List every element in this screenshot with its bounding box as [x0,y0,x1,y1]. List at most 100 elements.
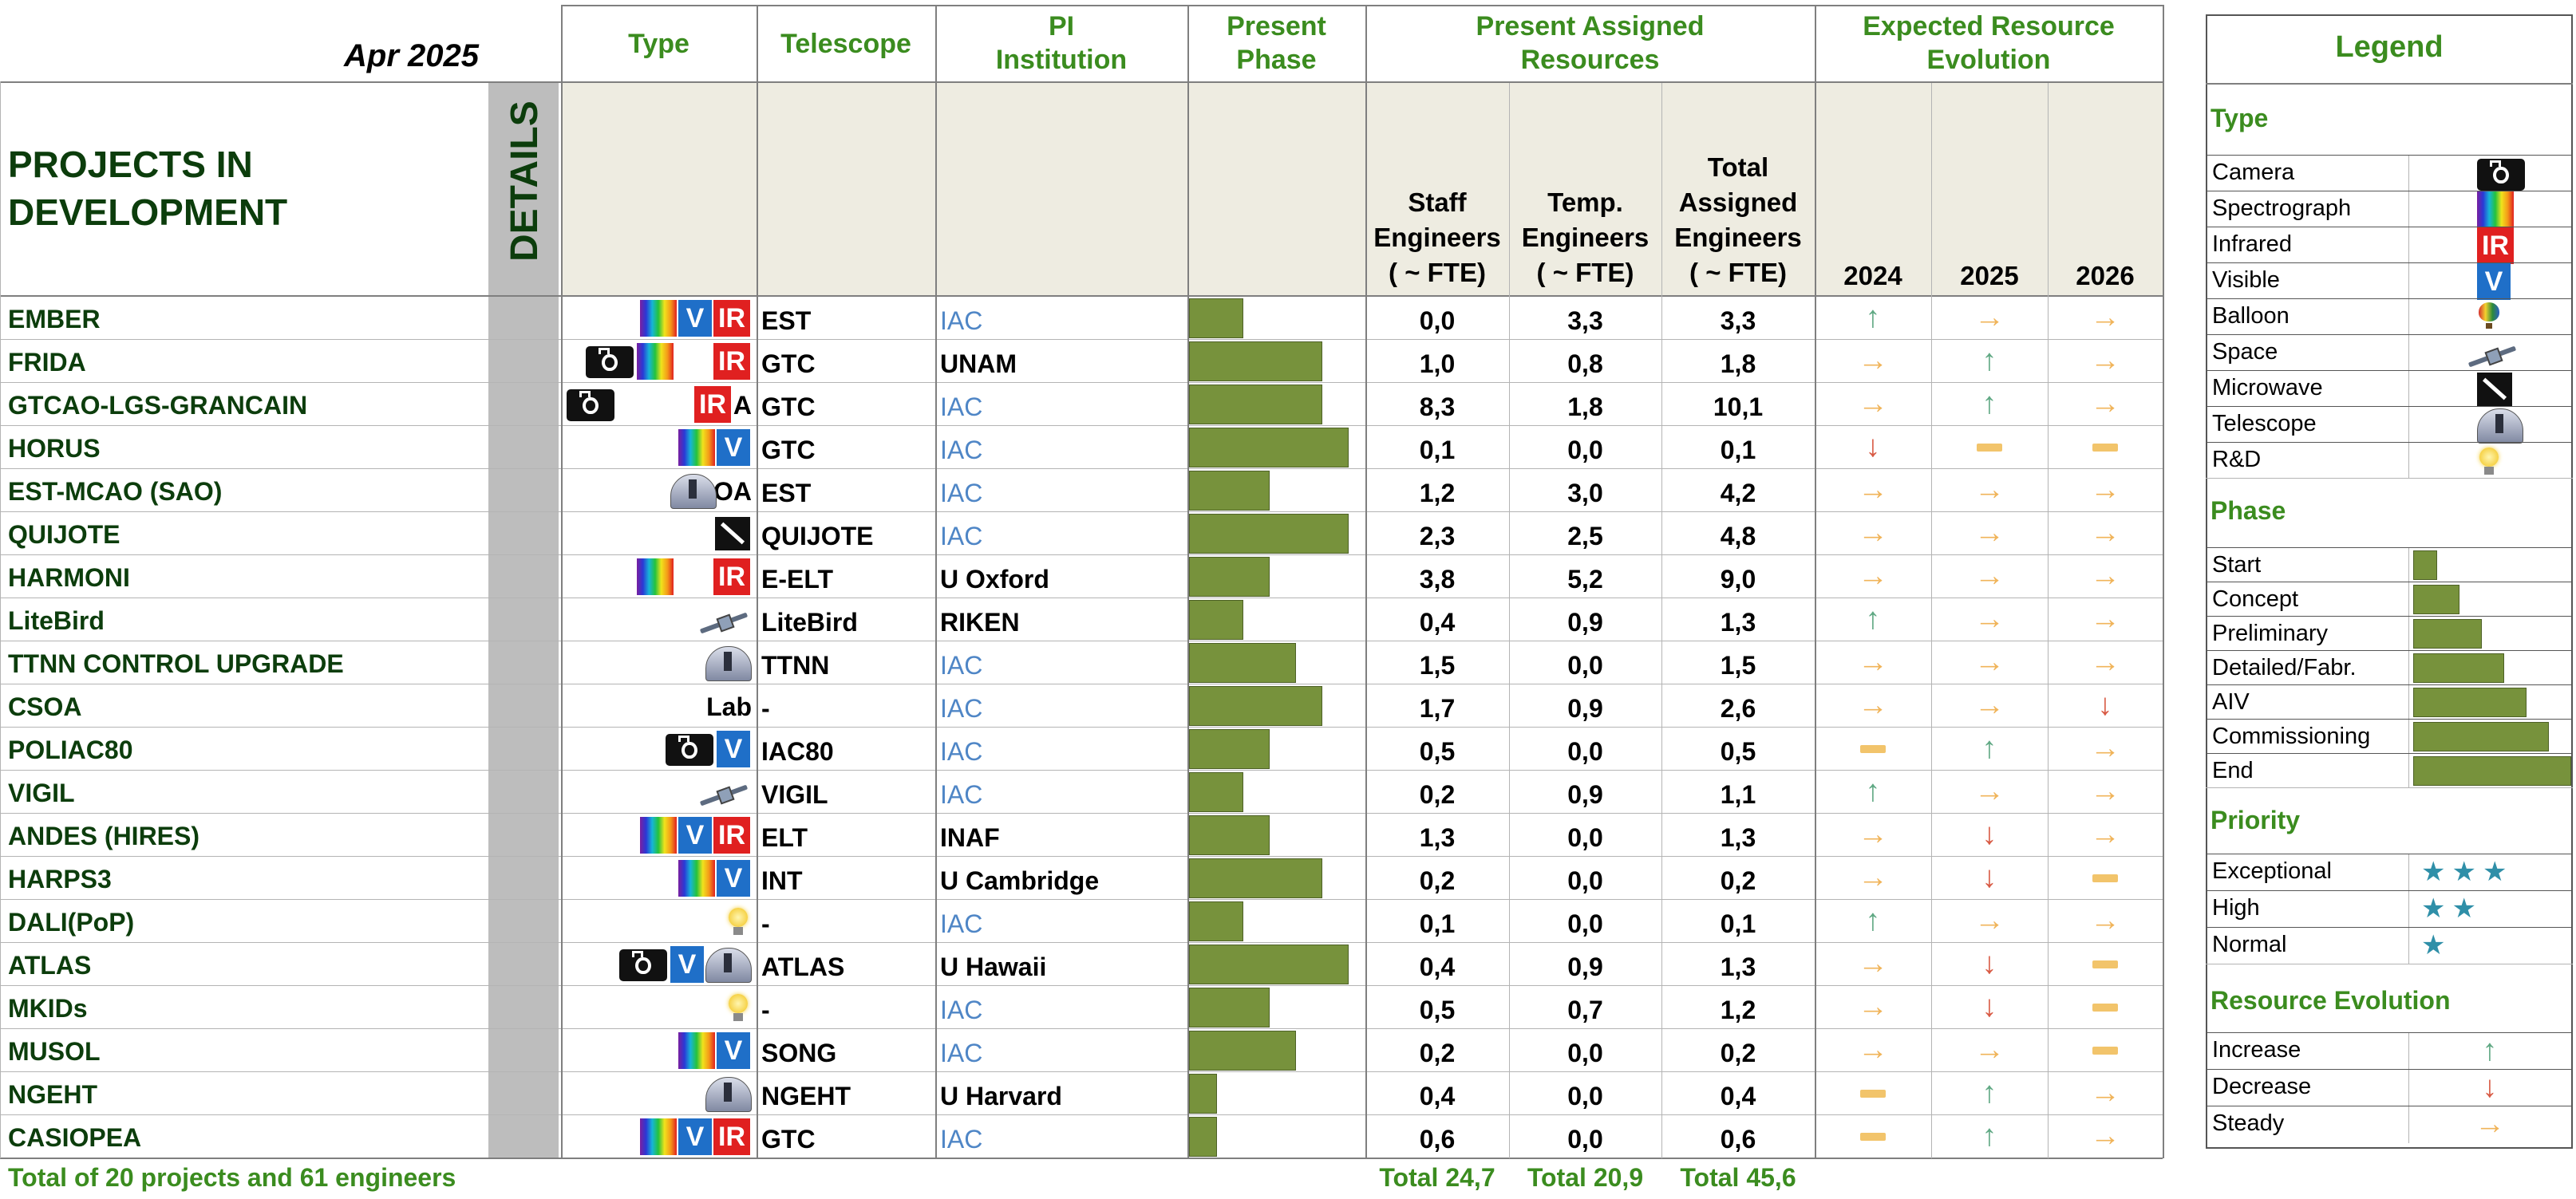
details-cell[interactable] [488,426,559,469]
table-row[interactable]: ANDES (HIRES) IR V ELT INAF 1,3 0,0 1,3 → ↓ → [0,814,2163,857]
details-cell[interactable] [488,900,559,943]
col-resources-header-line1: Present Assigned [1476,11,1705,41]
evolution-2024-increase: ↑ [1865,602,1881,636]
year-2025-header[interactable]: 2025 [1960,261,2019,290]
project-name[interactable]: GTCAO-LGS-GRANCAIN [8,391,308,420]
legend-type-row: Spectrograph [2206,191,2573,228]
evolution-2024-steady: → [1858,387,1888,420]
table-row[interactable]: CASIOPEA IR V GTC IAC 0,6 0,0 0,6 ↑ → [0,1115,2163,1158]
pi-institution-cell: IAC [940,436,983,464]
total-fte-cell: 1,3 [1720,952,1756,981]
project-name[interactable]: HARPS3 [8,865,112,893]
details-cell[interactable] [488,771,559,814]
phase-bar [1189,1117,1217,1157]
evolution-2026-steady: → [2090,559,2120,593]
legend-divider [2408,443,2409,479]
details-cell[interactable] [488,943,559,986]
table-row[interactable]: QUIJOTE QUIJOTE IAC 2,3 2,5 4,8 → → → [0,512,2163,555]
telescope-cell: VIGIL [761,780,828,809]
details-cell[interactable] [488,857,559,900]
evolution-2026-steady: → [2090,818,2120,851]
project-name[interactable]: HARMONI [8,563,130,592]
details-cell[interactable] [488,814,559,857]
evolution-2024-increase: ↑ [1865,904,1881,937]
details-label[interactable]: DETAILS [504,101,546,262]
project-name[interactable]: POLIAC80 [8,736,133,764]
project-name[interactable]: MUSOL [8,1037,101,1066]
table-row[interactable]: DALI(PoP) - IAC 0,1 0,0 0,1 ↑ → → [0,900,2163,943]
table-row[interactable]: EMBER IR V EST IAC 0,0 3,3 3,3 ↑ → → [0,297,2163,340]
details-cell[interactable] [488,555,559,598]
table-row[interactable]: VIGIL VIGIL IAC 0,2 0,9 1,1 ↑ → → [0,771,2163,814]
visible-icon: V [678,300,712,337]
project-name[interactable]: CSOA [8,692,82,721]
details-cell[interactable] [488,1029,559,1072]
table-row[interactable]: CSOA Lab - IAC 1,7 0,9 2,6 → → ↓ [0,684,2163,728]
table-row[interactable]: ATLAS V ATLAS U Hawaii 0,4 0,9 1,3 → ↓ [0,943,2163,986]
sub-temp-header[interactable]: Temp. Engineers ( ~ FTE) [1509,185,1661,290]
table-row[interactable]: POLIAC80 V IAC80 IAC 0,5 0,0 0,5 ↑ → [0,728,2163,771]
spectrograph-icon [2477,191,2514,228]
table-row[interactable]: EST-MCAO (SAO) OA EST IAC 1,2 3,0 4,2 → → → [0,469,2163,512]
column-divider [2048,83,2049,1158]
details-cell[interactable] [488,297,559,340]
telescope-cell: EST [761,479,812,507]
project-name[interactable]: MKIDs [8,994,88,1023]
col-phase-header[interactable]: Present Phase [1187,10,1365,77]
satellite-icon [699,609,749,633]
table-row[interactable]: MUSOL V SONG IAC 0,2 0,0 0,2 → → [0,1029,2163,1072]
project-name[interactable]: TTNN CONTROL UPGRADE [8,649,344,678]
table-row[interactable]: HARPS3 V INT U Cambridge 0,2 0,0 0,2 → ↓ [0,857,2163,900]
table-row[interactable]: HORUS V GTC IAC 0,1 0,0 0,1 ↓ [0,426,2163,469]
year-2024-header[interactable]: 2024 [1843,261,1902,290]
column-divider [1509,83,1510,1158]
project-name[interactable]: ANDES (HIRES) [8,822,200,850]
project-name[interactable]: DALI(PoP) [8,908,135,937]
evolution-2026-none [2092,874,2118,882]
project-name[interactable]: ATLAS [8,951,92,980]
project-name[interactable]: NGEHT [8,1080,97,1109]
col-type-header[interactable]: Type [628,29,689,59]
details-cell[interactable] [488,598,559,641]
table-row[interactable]: GTCAO-LGS-GRANCAIN A IR GTC IAC 8,3 1,8 10,1 → ↑ → [0,383,2163,426]
table-row[interactable]: LiteBird LiteBird RIKEN 0,4 0,9 1,3 ↑ → → [0,598,2163,641]
sub-total-header[interactable]: Total Assigned Engineers ( ~ FTE) [1661,150,1815,290]
table-row[interactable]: MKIDs - IAC 0,5 0,7 1,2 → ↓ [0,986,2163,1029]
details-cell[interactable] [488,1115,559,1158]
year-2026-header[interactable]: 2026 [2076,261,2135,290]
details-cell[interactable] [488,728,559,771]
evolution-2025-increase: ↑ [1981,1076,1997,1110]
details-cell[interactable] [488,383,559,426]
project-name[interactable]: LiteBird [8,606,105,635]
table-row[interactable]: FRIDA IR GTC UNAM 1,0 0,8 1,8 → ↑ → [0,340,2163,383]
pi-institution-cell: IAC [940,651,983,680]
legend-evolution-increase: ↑ [2482,1034,2498,1067]
project-name[interactable]: CASIOPEA [8,1123,142,1152]
row-divider [0,1158,2163,1159]
details-cell[interactable] [488,512,559,555]
evolution-2025-steady: → [1974,1033,2005,1067]
details-cell[interactable] [488,340,559,383]
row-divider [0,899,2163,900]
details-cell[interactable] [488,1072,559,1115]
col-evolution-header[interactable]: Expected Resource Evolution [1815,10,2163,77]
table-row[interactable]: NGEHT NGEHT U Harvard 0,4 0,0 0,4 ↑ → [0,1072,2163,1115]
project-name[interactable]: FRIDA [8,348,86,377]
total-fte-cell: 1,8 [1720,349,1756,378]
col-resources-header[interactable]: Present Assigned Resources [1365,10,1815,77]
details-cell[interactable] [488,684,559,728]
table-row[interactable]: TTNN CONTROL UPGRADE TTNN IAC 1,5 0,0 1,5 → → → [0,641,2163,684]
details-cell[interactable] [488,641,559,684]
project-name[interactable]: EST-MCAO (SAO) [8,477,223,506]
project-name[interactable]: VIGIL [8,779,75,807]
project-name[interactable]: EMBER [8,305,101,333]
details-cell[interactable] [488,986,559,1029]
project-name[interactable]: HORUS [8,434,101,463]
project-name[interactable]: QUIJOTE [8,520,121,549]
legend-type-label: Visible [2212,267,2280,293]
col-telescope-header[interactable]: Telescope [780,29,911,59]
sub-staff-header[interactable]: Staff Engineers ( ~ FTE) [1365,185,1509,290]
col-pi-header[interactable]: PI Institution [935,10,1187,77]
table-row[interactable]: HARMONI IR E-ELT U Oxford 3,8 5,2 9,0 → → → [0,555,2163,598]
details-cell[interactable] [488,469,559,512]
